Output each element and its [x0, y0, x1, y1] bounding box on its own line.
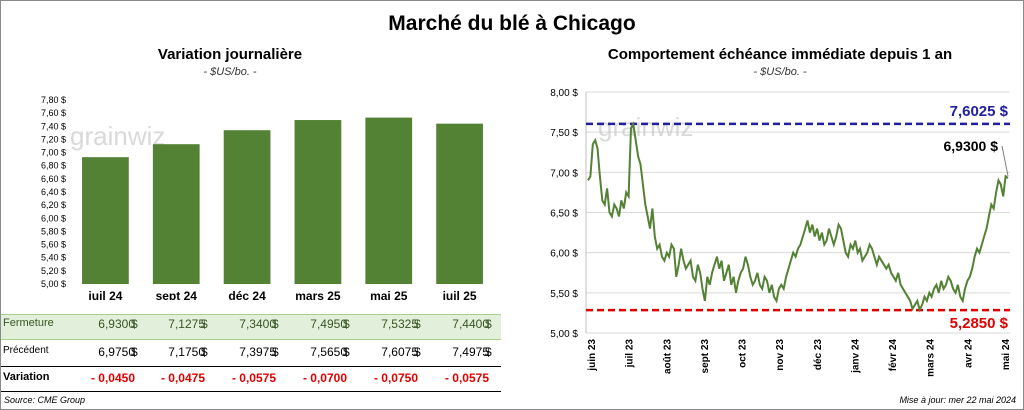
bar: [223, 130, 271, 284]
last-value-leader: [1001, 145, 1009, 177]
low-value-label: 5,2850 $: [950, 315, 1009, 332]
table-cell: - 0,0450: [90, 371, 135, 385]
table-cell: 7,3400: [239, 317, 276, 331]
high-value-label: 7,6025 $: [950, 103, 1009, 120]
y-tick-label: 5,40 $: [41, 253, 66, 263]
y-tick-label: 6,50 $: [550, 209, 578, 220]
watermark-logo: grainwiz: [598, 112, 693, 142]
last-value-label: 6,9300 $: [944, 138, 999, 154]
table-cell: 7,1750: [168, 345, 205, 359]
x-tick-label: janv 24: [850, 339, 861, 374]
bar: [436, 123, 483, 285]
table-cell: 7,3975: [239, 345, 276, 359]
table-cell: 6,9750: [98, 345, 135, 359]
table-currency: $: [485, 345, 492, 359]
table-cell: - 0,0575: [231, 371, 276, 385]
y-tick-label: 5,00 $: [41, 279, 66, 289]
table-cell: 7,4950: [310, 317, 347, 331]
x-category-label: juil 25: [442, 289, 477, 300]
table-cell: 6,9300: [98, 317, 135, 331]
update-note: Mise à jour: mer 22 mai 2024: [899, 395, 1016, 405]
table-divider: [1, 366, 501, 367]
right-chart-title: Comportement échéance immédiate depuis 1…: [607, 46, 953, 63]
left-chart-title: Variation journalière: [157, 46, 303, 63]
x-tick-label: sept 23: [700, 339, 711, 374]
x-tick-label: mai 24: [1001, 339, 1012, 371]
x-tick-label: nov 23: [775, 339, 786, 371]
table-cell: 7,5325: [381, 317, 418, 331]
x-tick-label: déc 23: [813, 339, 824, 371]
x-tick-label: août 23: [662, 339, 673, 374]
table-cell: 7,6075: [381, 345, 418, 359]
y-tick-label: 6,00 $: [550, 249, 578, 260]
y-tick-label: 5,60 $: [41, 240, 66, 250]
y-tick-label: 5,20 $: [41, 266, 66, 276]
x-category-label: juil 24: [87, 289, 122, 300]
table-currency: $: [343, 317, 350, 331]
x-tick-label: juil 23: [625, 339, 636, 369]
y-tick-label: 5,80 $: [41, 226, 66, 236]
table-cell: - 0,0575: [444, 371, 489, 385]
price-table: Fermeture 6,9300 $7,1275 $7,3400 $7,4950 $7,5…: [0, 0, 501, 410]
table-currency: $: [414, 345, 421, 359]
table-cell: 7,1275: [168, 317, 205, 331]
x-tick-label: févr 24: [888, 339, 899, 372]
y-tick-label: 6,40 $: [41, 187, 66, 197]
table-cell: - 0,0700: [302, 371, 347, 385]
bar-chart: 5,00 $ 5,20 $ 5,40 $ 5,60 $ 5,80 $ 6,00 $ 6,20…: [41, 95, 483, 300]
right-chart-subtitle: - $US/bo. -: [753, 66, 807, 78]
table-currency: $: [131, 345, 138, 359]
y-tick-label: 7,00 $: [41, 148, 66, 158]
y-tick-label: 6,00 $: [41, 213, 66, 223]
table-currency: $: [343, 345, 350, 359]
y-tick-label: 7,20 $: [41, 134, 66, 144]
watermark-logo: grainwiz: [70, 121, 165, 151]
y-tick-label: 7,60 $: [41, 108, 66, 118]
table-divider: [1, 391, 501, 392]
page-title: Marché du blé à Chicago: [388, 12, 636, 35]
y-tick-label: 5,50 $: [550, 289, 578, 300]
table-currency: $: [414, 317, 421, 331]
y-tick-label: 7,00 $: [550, 168, 578, 179]
bar: [294, 120, 342, 285]
table-row-highlight: [1, 314, 501, 340]
table-cell: - 0,0475: [160, 371, 205, 385]
table-currency: $: [131, 317, 138, 331]
y-tick-label: 5,00 $: [550, 329, 578, 340]
table-row-label: Fermeture: [3, 317, 54, 329]
bar: [365, 117, 413, 284]
x-tick-label: juin 23: [587, 339, 598, 372]
table-row-label: Variation: [3, 371, 50, 383]
bar: [152, 144, 200, 284]
x-tick-label: oct 23: [738, 339, 749, 368]
table-cell: 7,4400: [452, 317, 489, 331]
line-chart: 5,00 $ 5,50 $ 6,00 $ 6,50 $ 7,00 $ 7,50 $ 8,00…: [550, 88, 1012, 377]
y-tick-label: 8,00 $: [550, 88, 578, 99]
source-note: Source: CME Group: [4, 395, 86, 405]
y-tick-label: 7,50 $: [550, 128, 578, 139]
y-tick-label: 6,20 $: [41, 200, 66, 210]
bar: [82, 157, 129, 284]
x-tick-label: mars 24: [926, 339, 937, 377]
table-currency: $: [272, 345, 279, 359]
y-tick-label: 6,60 $: [41, 174, 66, 184]
left-chart-subtitle: - $US/bo. -: [203, 66, 257, 78]
table-cell: 7,4975: [452, 345, 489, 359]
x-category-label: mars 25: [295, 289, 341, 300]
y-tick-label: 7,80 $: [41, 95, 66, 105]
table-currency: $: [272, 317, 279, 331]
table-currency: $: [201, 345, 208, 359]
x-category-label: sept 24: [156, 289, 198, 300]
table-currency: $: [485, 317, 492, 331]
x-category-label: mai 25: [370, 289, 408, 300]
table-cell: - 0,0750: [373, 371, 418, 385]
y-tick-label: 7,40 $: [41, 121, 66, 131]
table-row-label: Précédent: [3, 345, 49, 356]
table-cell: 7,5650: [310, 345, 347, 359]
price-series-line: [587, 121, 1009, 313]
table-currency: $: [201, 317, 208, 331]
x-category-label: déc 24: [228, 289, 266, 300]
y-tick-label: 6,80 $: [41, 161, 66, 171]
x-tick-label: avr 24: [963, 339, 974, 368]
